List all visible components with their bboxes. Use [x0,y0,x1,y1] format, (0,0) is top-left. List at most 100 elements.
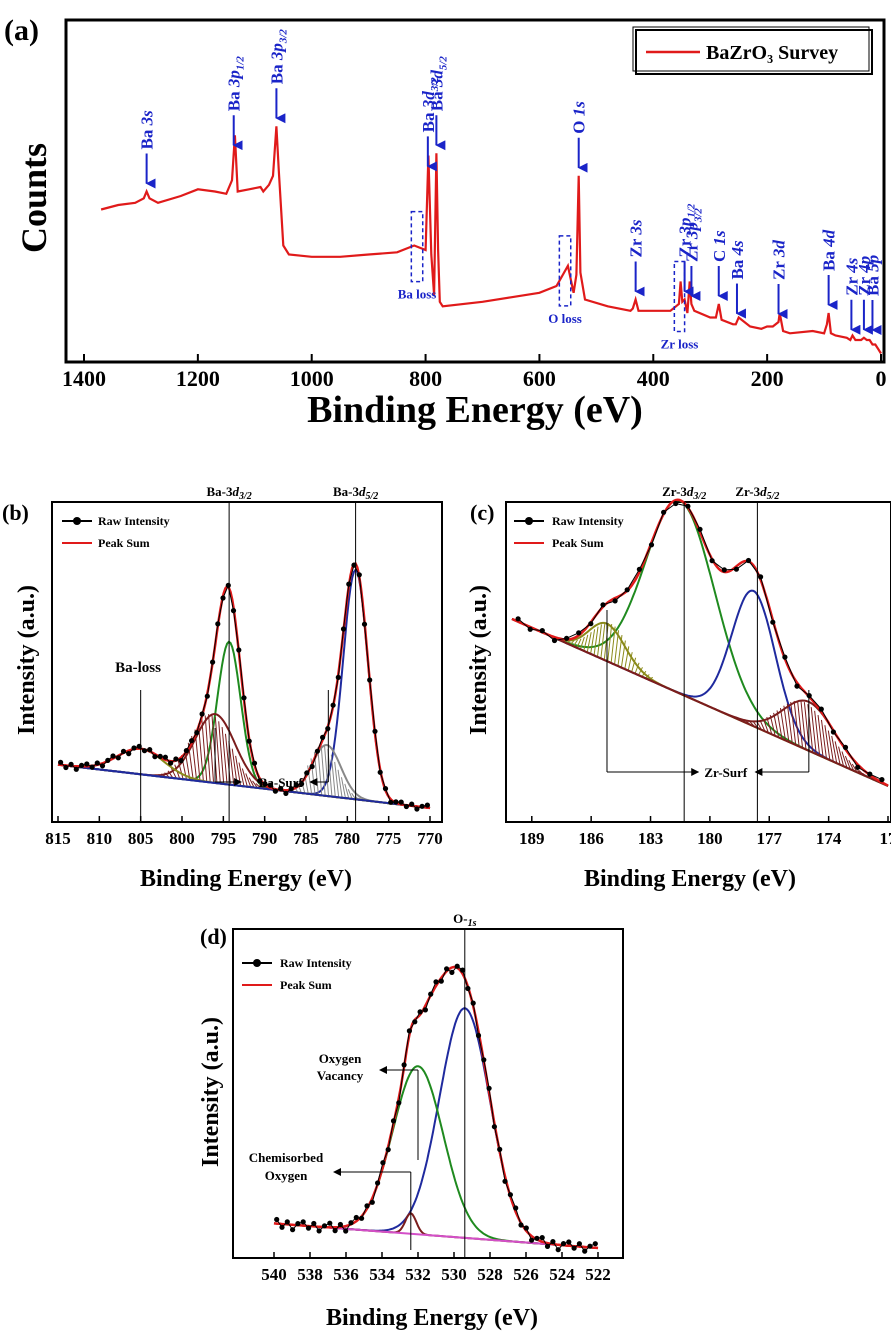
component-hatch [790,701,797,746]
peak-title: Zr-3d5/2 [735,484,779,502]
loss-region-label: Zr loss [661,337,699,352]
component-hatch [607,624,613,662]
panel-c: (c) 189 186 183 180 177 174 17 Intensity (a.u.… [466,484,891,892]
component-hatch [238,762,245,787]
component-hatch [593,626,599,656]
panel-b-y-title: Intensity (a.u.) [14,585,40,735]
x-tick-label: 815 [45,829,71,848]
panel-a-loss-regions: Ba loss O loss Zr loss [398,210,699,352]
x-tick-label: 524 [549,1265,575,1284]
x-tick-label: 785 [293,829,319,848]
panel-b-legend-raw: Raw Intensity [98,514,170,528]
component-hatch [776,710,783,740]
component-hatch [820,719,827,759]
raw-point [592,1241,598,1247]
component-curve [511,589,889,787]
x-tick-label: 526 [513,1265,539,1284]
zr-surf-label: Zr-Surf [704,765,748,780]
peak-title: Zr-3d3/2 [662,484,706,502]
component-hatch [817,715,824,758]
panel-c-label: (c) [470,500,494,525]
component-hatch [245,773,252,788]
panel-d-legend-raw-marker [253,959,261,967]
x-tick-label: 177 [757,829,783,848]
panel-c-annotations: Zr-3d3/2 Zr-3d5/2 Zr-Surf [606,484,810,822]
component-hatch [252,780,258,789]
component-hatch [627,652,633,671]
component-hatch [214,717,221,784]
x-tick-label: 180 [697,829,723,848]
x-tick-label: 400 [637,366,670,391]
component-hatch [844,755,851,770]
panel-d-x-ticks: 540 538 536 534 532 530 528 526 524 522 [261,1252,611,1284]
panel-d-frame [232,928,624,1259]
panel-d-y-title: Intensity (a.u.) [198,1017,224,1167]
panel-a-legend-shadow [632,26,870,72]
loss-region-box [410,210,424,283]
peak-label: Ba 3s [138,110,157,150]
panel-d-legend-sum: Peak Sum [280,978,332,992]
x-tick-label: 795 [211,829,237,848]
peak-label: Ba 3d3/2 [419,77,441,133]
chemisorbed-label-2: Oxygen [265,1168,308,1183]
component-hatch [793,700,800,747]
component-hatch [576,638,582,649]
component-hatch [204,715,211,783]
component-hatch [344,783,350,799]
panel-b-x-ticks: 815 810 805 800 795 790 785 780 775 770 [45,816,443,848]
background-line [511,618,889,787]
x-tick-label: 17 [880,829,891,848]
panel-a-legend: BaZrO₃ Survey [632,26,873,75]
panel-b-legend: Raw Intensity Peak Sum [62,514,170,550]
component-hatch [596,624,602,657]
panel-c-legend-raw-marker [525,517,533,525]
x-tick-label: 790 [252,829,278,848]
x-tick-label: 780 [335,829,361,848]
x-tick-label: 540 [261,1265,287,1284]
loss-region-box [558,235,572,307]
oxygen-vacancy-label-1: Oxygen [319,1051,362,1066]
x-tick-label: 770 [417,829,443,848]
component-hatch [218,721,225,785]
component-hatch [600,623,606,659]
x-tick-label: 805 [128,829,154,848]
component-hatch [834,741,841,765]
x-tick-label: 810 [87,829,113,848]
component-hatch [779,707,786,741]
panel-a-x-ticks: 1400 1200 1000 800 600 400 200 0 [62,354,887,391]
background-line [57,763,431,809]
panel-b: (b) 815 810 805 800 795 790 785 780 775 770 Inten… [2,484,443,892]
peak-label: O 1s [570,101,589,134]
panel-c-plot [511,498,889,787]
panel-d-annotations: O-1s Oxygen Vacancy Chemisorbed Oxygen [249,911,477,1258]
component-hatch [317,747,323,796]
x-tick-label: 532 [405,1265,431,1284]
x-tick-label: 174 [816,829,842,848]
panel-d-legend-raw: Raw Intensity [280,956,352,970]
panel-a-survey-line [100,126,882,355]
panel-b-frame [51,501,443,823]
panel-b-x-title: Binding Energy (eV) [140,866,352,892]
component-hatch [631,657,637,673]
component-hatch [586,632,592,653]
component-curve [273,1007,599,1249]
component-hatch [334,761,340,798]
panel-d-plot [273,963,599,1254]
component-hatch [340,777,346,799]
peak-label: Zr 4p [855,256,874,296]
peak-label: Zr 3s [627,219,646,257]
peak-label: Zr 3p1/2 [676,203,698,257]
panel-b-legend-sum: Peak Sum [98,536,150,550]
loss-region-box [673,260,686,333]
peak-label: Ba 3d5/2 [427,56,449,112]
peak-label: Zr 3d [770,240,789,280]
peak-label: Zr 3p3/2 [682,208,704,262]
component-hatch [797,700,804,749]
component-hatch [831,735,838,764]
panel-b-annotations: Ba-3d3/2 Ba-3d5/2 Ba-loss Ba-Surf [115,484,378,822]
peak-label: Ba 3p1/2 [225,56,247,112]
component-hatch [583,634,589,651]
x-tick-label: 800 [409,366,442,391]
panel-b-legend-raw-marker [73,517,81,525]
